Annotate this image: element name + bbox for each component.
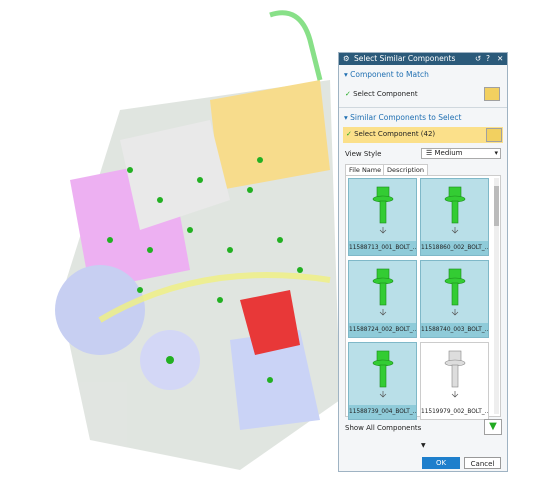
bolt-icon bbox=[372, 186, 394, 234]
scroll-thumb[interactable] bbox=[494, 186, 499, 226]
tile-grid: 11588713_001_BOLT_... 11518860_002_BOLT_.… bbox=[345, 175, 501, 420]
pulley bbox=[55, 265, 145, 355]
title-bar: ⚙ Select Similar Components ↺ ? ✕ bbox=[339, 53, 507, 65]
component-tile[interactable]: 11588724_002_BOLT_... bbox=[348, 260, 417, 338]
hose bbox=[269, 10, 323, 81]
reset-button[interactable]: ↺ bbox=[475, 54, 482, 63]
more-toggle[interactable]: ▼ bbox=[421, 442, 426, 449]
housing bbox=[230, 330, 320, 430]
dropdown-value: Medium bbox=[434, 149, 463, 157]
tile-label: 11518860_002_BOLT_... bbox=[421, 241, 488, 255]
bolt-icon bbox=[444, 268, 466, 316]
component-tile[interactable]: 11588740_003_BOLT_... bbox=[420, 260, 489, 338]
bolt-icon bbox=[372, 268, 394, 316]
bolt-icon bbox=[444, 350, 466, 398]
component-tile[interactable]: 11519979_002_BOLT_... bbox=[420, 342, 489, 420]
bolt-icon bbox=[372, 350, 394, 398]
close-button[interactable]: ✕ bbox=[497, 54, 504, 63]
cancel-button[interactable]: Cancel bbox=[464, 457, 501, 469]
cube-button[interactable] bbox=[484, 87, 500, 101]
select-label: Select Component (42) bbox=[354, 130, 436, 138]
section-title: Similar Components to Select bbox=[350, 113, 462, 122]
cube-button[interactable] bbox=[486, 128, 502, 142]
bolts bbox=[107, 157, 303, 383]
bolt-icon bbox=[444, 186, 466, 234]
section-title: Component to Match bbox=[350, 70, 429, 79]
tile-label: 11588740_003_BOLT_... bbox=[421, 323, 488, 337]
belt bbox=[98, 272, 331, 323]
section-header[interactable]: ▾ Component to Match bbox=[344, 70, 429, 79]
help-button[interactable]: ? bbox=[486, 54, 490, 63]
dialog: ⚙ Select Similar Components ↺ ? ✕ ▾ Comp… bbox=[338, 52, 508, 472]
component-tile[interactable]: 11588739_004_BOLT_... bbox=[348, 342, 417, 420]
tile-label: 11588739_004_BOLT_... bbox=[349, 405, 416, 419]
component-tile[interactable]: 11588713_001_BOLT_... bbox=[348, 178, 417, 256]
section-header[interactable]: ▾ Similar Components to Select bbox=[344, 113, 462, 122]
separator bbox=[339, 107, 507, 108]
component-tile[interactable]: 11518860_002_BOLT_... bbox=[420, 178, 489, 256]
expand-button[interactable]: ▼ bbox=[484, 419, 502, 435]
block-top bbox=[120, 120, 230, 230]
view-style-label: View Style bbox=[345, 150, 382, 158]
tile-label: 11588724_002_BOLT_... bbox=[349, 323, 416, 337]
dialog-title: Select Similar Components bbox=[354, 54, 456, 63]
tile-label: 11519979_002_BOLT_... bbox=[421, 405, 488, 419]
select-label: Select Component bbox=[353, 90, 418, 98]
select-row-active[interactable]: ✓ Select Component (42) bbox=[343, 127, 503, 143]
ok-button[interactable]: OK bbox=[422, 457, 460, 469]
valve-cover bbox=[210, 80, 330, 190]
select-row[interactable]: ✓ Select Component bbox=[345, 90, 418, 98]
alternator bbox=[240, 290, 300, 355]
gear-icon: ⚙ bbox=[343, 54, 350, 63]
view-style-dropdown[interactable]: ☰ Medium ▾ bbox=[421, 148, 501, 159]
tile-label: 11588713_001_BOLT_... bbox=[349, 241, 416, 255]
scrollbar[interactable] bbox=[494, 178, 499, 414]
show-all-label: Show All Components bbox=[345, 424, 422, 432]
